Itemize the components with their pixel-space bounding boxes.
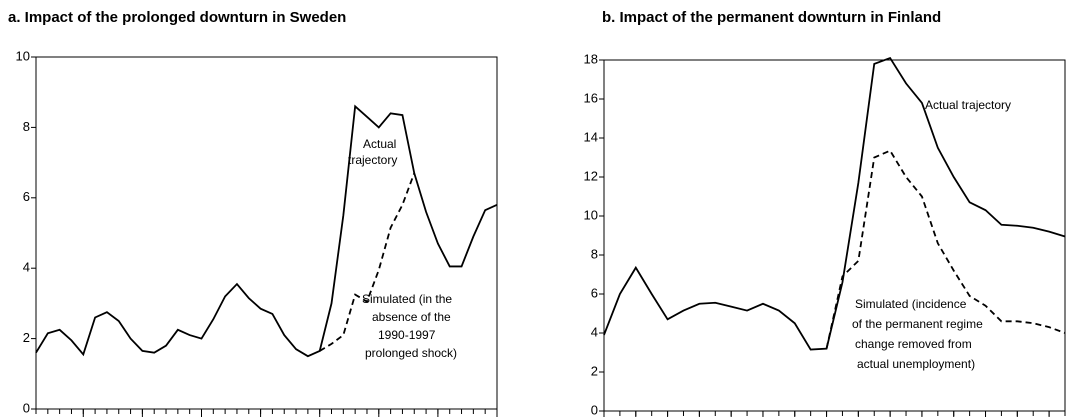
y-tick-label: 8 [23, 119, 30, 134]
annotation: trajectory [348, 153, 397, 167]
y-tick-label: 2 [23, 330, 30, 345]
y-tick-label: 0 [591, 402, 598, 417]
y-tick-label: 8 [591, 246, 598, 261]
annotation: change removed from [855, 337, 972, 351]
annotation: absence of the [372, 310, 451, 324]
y-tick-label: 6 [591, 285, 598, 300]
data-line [319, 172, 416, 352]
annotation: prolonged shock) [365, 346, 457, 360]
y-tick-label: 4 [23, 260, 30, 275]
chart-title: b. Impact of the permanent downturn in F… [602, 9, 941, 26]
y-tick-label: 6 [23, 189, 30, 204]
y-tick-label: 10 [584, 207, 598, 222]
y-tick-label: 12 [584, 168, 598, 183]
y-tick-label: 16 [584, 90, 598, 105]
annotation: Actual [363, 137, 396, 151]
y-tick-label: 4 [591, 324, 598, 339]
plot-frame [35, 56, 498, 410]
y-tick-label: 10 [16, 48, 30, 63]
y-tick-label: 0 [23, 400, 30, 415]
y-tick-label: 18 [584, 51, 598, 66]
data-line [35, 104, 498, 358]
annotation: of the permanent regime [852, 317, 983, 331]
annotation: actual unemployment) [857, 357, 975, 371]
plot-frame [603, 59, 1066, 412]
annotation: Actual trajectory [925, 98, 1011, 112]
chart-title: a. Impact of the prolonged downturn in S… [8, 9, 346, 26]
annotation: Simulated (in the [362, 292, 452, 306]
annotation: 1990-1997 [378, 328, 436, 342]
annotation: Simulated (incidence [855, 297, 967, 311]
y-tick-label: 14 [584, 129, 598, 144]
y-tick-label: 2 [591, 363, 598, 378]
